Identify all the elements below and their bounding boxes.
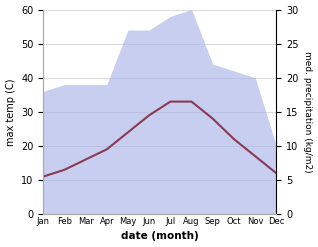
Y-axis label: med. precipitation (kg/m2): med. precipitation (kg/m2) — [303, 51, 313, 173]
Y-axis label: max temp (C): max temp (C) — [5, 78, 16, 145]
X-axis label: date (month): date (month) — [121, 231, 199, 242]
